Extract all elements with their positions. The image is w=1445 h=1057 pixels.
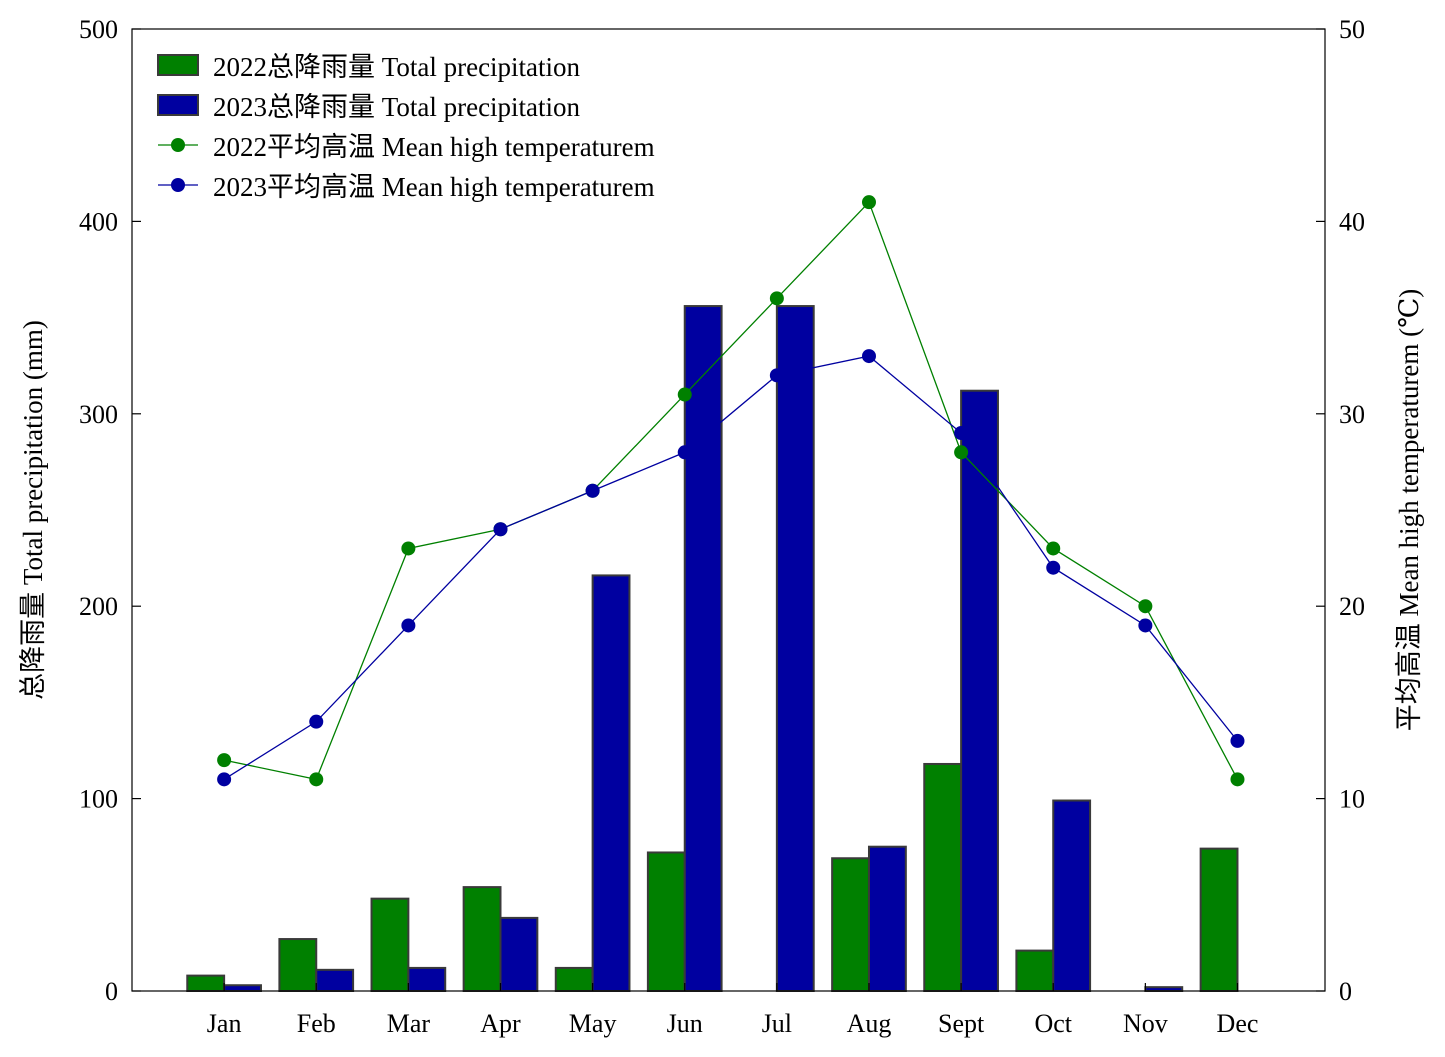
left-axis-ticks: 0 100 200 300 400 500 xyxy=(79,15,141,1006)
point-2-nov xyxy=(1138,618,1153,633)
left-tick-label: 100 xyxy=(79,785,118,814)
bar-1-mar xyxy=(370,897,410,993)
point-1-mar xyxy=(401,541,416,556)
legend-label-bar-2: 2023总降雨量 Total precipitation xyxy=(213,92,581,122)
bar-1-apr xyxy=(462,886,502,992)
point-1-jan xyxy=(217,753,232,768)
x-tick-label: Feb xyxy=(297,1009,336,1038)
right-tick-label: 30 xyxy=(1339,400,1365,429)
point-2-aug xyxy=(861,349,876,364)
bar-2-may xyxy=(591,574,631,993)
bar-2-jan xyxy=(223,984,262,993)
x-tick-label: Apr xyxy=(480,1009,521,1038)
bar-1-sept xyxy=(923,762,963,993)
bar-2-jun xyxy=(683,305,723,992)
bar-2-jul xyxy=(775,305,815,992)
legend-swatch-bar-2 xyxy=(157,94,199,116)
legend: 2022总降雨量 Total precipitation 2023总降雨量 Tot… xyxy=(157,52,655,202)
x-tick-label: Nov xyxy=(1123,1009,1168,1038)
bar-2-sept xyxy=(960,389,999,993)
point-2-jan xyxy=(217,772,232,787)
left-tick-label: 500 xyxy=(79,15,118,44)
legend-swatch-marker-1 xyxy=(171,138,185,152)
point-1-dec xyxy=(1230,772,1245,787)
left-tick-label: 0 xyxy=(105,977,118,1006)
point-1-oct xyxy=(1046,541,1061,556)
bar-layer xyxy=(186,305,1239,993)
bar-1-jan xyxy=(186,974,226,992)
bar-2-aug xyxy=(867,845,907,993)
bar-1-may xyxy=(554,966,594,992)
left-axis-label: 总降雨量 Total precipitation (mm) xyxy=(18,320,48,700)
bar-1-dec xyxy=(1199,847,1239,993)
point-1-feb xyxy=(309,772,324,787)
right-tick-label: 20 xyxy=(1339,592,1365,621)
point-2-feb xyxy=(309,714,324,729)
line-2 xyxy=(223,355,1238,780)
right-axis-label: 平均高温 Mean high temperaturem (℃) xyxy=(1394,289,1424,732)
point-2-mar xyxy=(401,618,416,633)
right-tick-label: 0 xyxy=(1339,977,1352,1006)
point-1-jun xyxy=(677,387,692,402)
x-tick-label: Sept xyxy=(938,1009,985,1038)
point-2-jul xyxy=(769,368,784,383)
x-tick-label: Jul xyxy=(762,1009,792,1038)
x-tick-label: Jun xyxy=(667,1009,703,1038)
left-tick-label: 200 xyxy=(79,592,118,621)
line-layer xyxy=(217,195,1245,787)
point-1-nov xyxy=(1138,599,1153,614)
bar-1-aug xyxy=(831,857,870,993)
legend-label-line-1: 2022平均高温 Mean high temperaturem xyxy=(213,132,655,162)
legend-label-bar-1: 2022总降雨量 Total precipitation xyxy=(213,52,581,82)
point-2-sept xyxy=(954,426,969,441)
legend-label-line-2: 2023平均高温 Mean high temperaturem xyxy=(213,172,655,202)
x-tick-label: Mar xyxy=(387,1009,431,1038)
x-tick-label: Dec xyxy=(1217,1009,1259,1038)
right-tick-label: 50 xyxy=(1339,15,1365,44)
x-tick-label: Oct xyxy=(1034,1009,1072,1038)
bar-2-oct xyxy=(1052,799,1092,992)
x-tick-label: Jan xyxy=(207,1009,242,1038)
legend-swatch-bar-1 xyxy=(157,54,199,76)
line-1 xyxy=(223,200,1239,781)
point-1-sept xyxy=(954,445,969,460)
bar-2-apr xyxy=(499,916,539,992)
point-1-aug xyxy=(861,195,876,210)
x-tick-label: May xyxy=(569,1009,617,1038)
right-tick-label: 40 xyxy=(1339,207,1365,236)
left-tick-label: 400 xyxy=(79,207,118,236)
left-tick-label: 300 xyxy=(79,400,118,429)
point-2-may xyxy=(585,483,600,498)
bar-1-jun xyxy=(646,851,686,992)
legend-swatch-marker-2 xyxy=(171,178,185,192)
point-2-apr xyxy=(493,522,508,537)
right-axis-ticks: 0 10 20 30 40 50 xyxy=(1316,15,1365,1006)
right-tick-label: 10 xyxy=(1339,785,1365,814)
point-2-oct xyxy=(1046,560,1061,575)
bar-2-feb xyxy=(315,968,355,992)
point-1-jul xyxy=(769,291,784,306)
bar-1-feb xyxy=(278,938,318,992)
bar-1-oct xyxy=(1015,949,1055,993)
point-2-dec xyxy=(1230,733,1245,748)
plot-frame xyxy=(131,28,1326,992)
bar-2-mar xyxy=(407,966,447,992)
x-axis-ticks: Jan Feb Mar Apr May Jun Jul Aug Sept Oct Nov Dec xyxy=(207,983,1259,1038)
point-2-jun xyxy=(677,445,692,460)
x-tick-label: Aug xyxy=(847,1009,892,1038)
